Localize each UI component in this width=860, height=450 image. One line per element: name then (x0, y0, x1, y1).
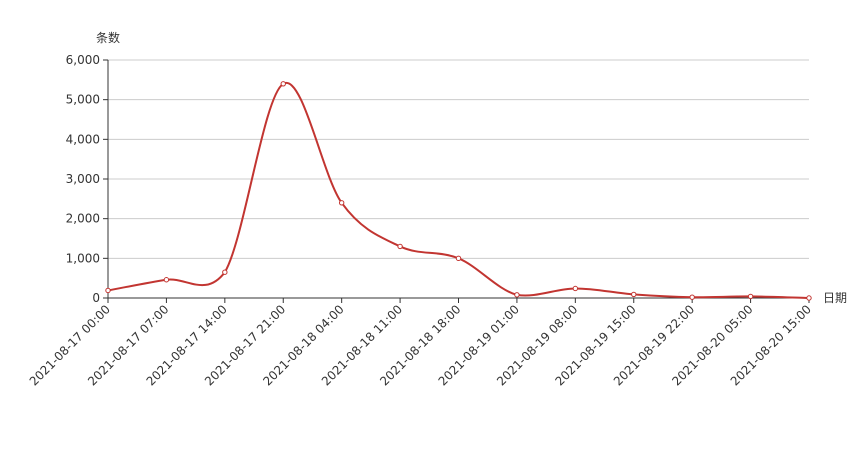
y-tick-label: 1,000 (66, 251, 100, 265)
data-point[interactable] (105, 287, 111, 294)
data-point[interactable] (222, 269, 228, 275)
y-tick-label: 4,000 (66, 132, 100, 146)
data-point[interactable] (806, 295, 812, 301)
data-point[interactable] (747, 293, 754, 300)
y-tick-labels: 0 1,000 2,000 3,000 4,000 5,000 6,000 (66, 53, 108, 305)
data-point[interactable] (455, 255, 462, 262)
y-tick-label: 2,000 (66, 212, 100, 226)
series (105, 81, 812, 301)
series-line (107, 82, 810, 299)
data-point[interactable] (338, 200, 345, 206)
x-axis-title: 日期 (823, 291, 847, 305)
data-point[interactable] (689, 294, 695, 300)
data-point[interactable] (397, 243, 403, 250)
y-tick-label: 0 (92, 291, 100, 305)
data-point[interactable] (631, 291, 637, 298)
y-tick-label: 6,000 (66, 53, 100, 67)
data-point[interactable] (572, 285, 579, 292)
grid-lines (108, 59, 809, 259)
data-point[interactable] (163, 277, 170, 283)
data-point[interactable] (280, 81, 286, 87)
y-tick-label: 5,000 (66, 93, 100, 107)
y-tick-label: 3,000 (66, 172, 100, 186)
data-point[interactable] (514, 292, 520, 298)
y-axis-title: 条数 (96, 30, 120, 45)
